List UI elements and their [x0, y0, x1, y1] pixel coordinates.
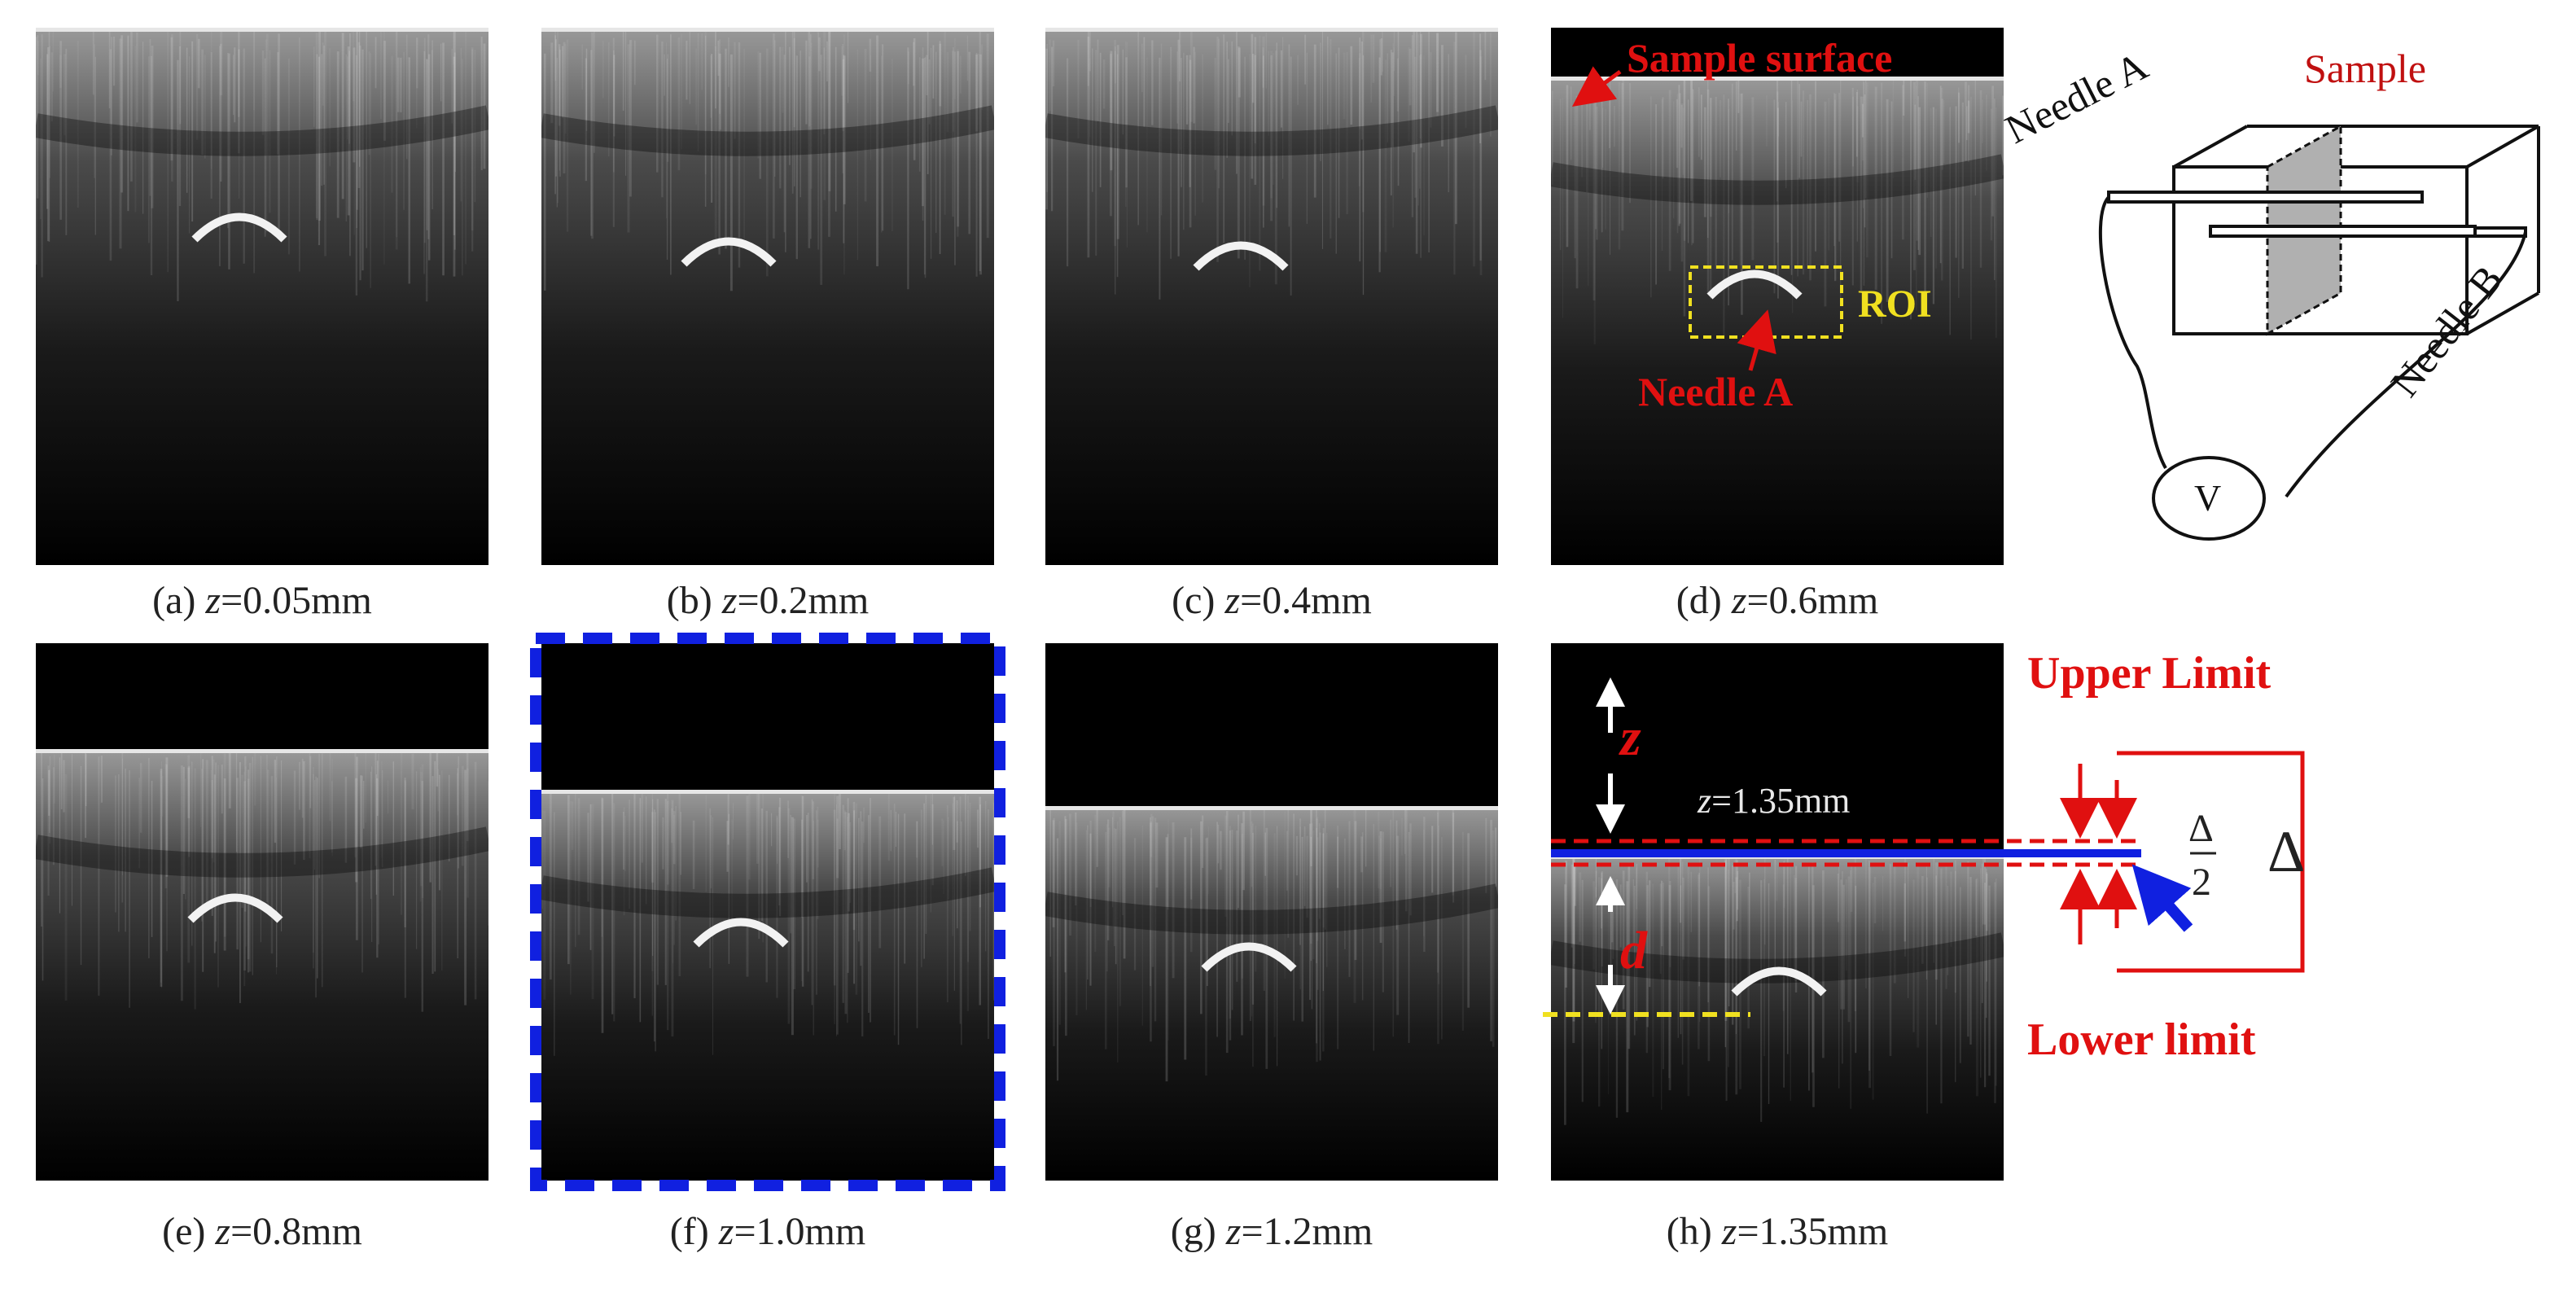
oct-panel-e — [36, 643, 488, 1181]
oct-image-h — [1551, 855, 2004, 1181]
caption-f-var: z — [718, 1210, 734, 1253]
caption-f: (f) z=1.0mm — [541, 1209, 994, 1254]
oct-image-e — [36, 749, 488, 1181]
oct-panel-c — [1045, 28, 1498, 565]
caption-c-var: z — [1224, 579, 1241, 622]
caption-h-value: =1.35mm — [1737, 1210, 1889, 1253]
caption-h-var: z — [1721, 1210, 1737, 1253]
oct-image-c — [1045, 28, 1498, 565]
caption-b-var: z — [721, 579, 738, 622]
d-symbol: d — [1620, 921, 1647, 980]
caption-a-label: (a) — [152, 579, 206, 622]
caption-a: (a) z=0.05mm — [36, 578, 488, 623]
wire-b — [2285, 231, 2527, 498]
roi-label: ROI — [1858, 283, 1932, 326]
caption-b-value: =0.2mm — [737, 579, 870, 622]
caption-g: (g) z=1.2mm — [1045, 1209, 1498, 1254]
schematic-sample-label: Sample — [2304, 46, 2426, 91]
oct-image-f — [541, 790, 994, 1181]
needle-a-arrow — [1737, 309, 1776, 371]
caption-g-label: (g) — [1170, 1210, 1226, 1253]
half-delta-numerator: Δ — [2188, 807, 2214, 850]
caption-h: (h) z=1.35mm — [1551, 1209, 2004, 1254]
oct-panel-f — [541, 643, 994, 1181]
needle-a-rod — [2107, 191, 2424, 204]
oct-panel-h — [1551, 643, 2004, 1181]
caption-d-label: (d) — [1676, 579, 1732, 622]
caption-e-var: z — [215, 1210, 231, 1253]
caption-b: (b) z=0.2mm — [541, 578, 994, 623]
highlight-border-f — [530, 633, 1005, 1191]
caption-g-var: z — [1225, 1210, 1242, 1253]
z-value-var: z — [1698, 781, 1712, 821]
wire-a — [2098, 195, 2167, 469]
oct-image-b — [541, 28, 994, 565]
experiment-schematic — [2098, 124, 2540, 541]
oct-image-d — [1551, 77, 2004, 565]
caption-h-label: (h) — [1666, 1210, 1722, 1253]
caption-d: (d) z=0.6mm — [1551, 578, 2004, 623]
delta-symbol: Δ — [2267, 819, 2306, 884]
caption-e-value: =0.8mm — [230, 1210, 362, 1253]
oct-image-a — [36, 28, 488, 565]
caption-e: (e) z=0.8mm — [36, 1209, 488, 1254]
sample-surface-label: Sample surface — [1627, 35, 1893, 81]
z-value-number: =1.35mm — [1711, 781, 1851, 821]
caption-d-var: z — [1731, 579, 1747, 622]
caption-c: (c) z=0.4mm — [1045, 578, 1498, 623]
delta-bracket — [2117, 751, 2305, 973]
caption-f-value: =1.0mm — [734, 1210, 866, 1253]
caption-f-label: (f) — [669, 1210, 719, 1253]
lower-limit-label: Lower limit — [2027, 1014, 2256, 1065]
oct-panel-b — [541, 28, 994, 565]
caption-e-label: (e) — [162, 1210, 216, 1253]
oct-panel-g — [1045, 643, 1498, 1181]
caption-b-label: (b) — [666, 579, 722, 622]
caption-a-value: =0.05mm — [221, 579, 372, 622]
voltmeter-label: V — [2194, 477, 2222, 519]
needle-a-label: Needle A — [1638, 369, 1794, 414]
upper-limit-label: Upper Limit — [2027, 648, 2272, 699]
z-symbol: z — [1620, 708, 1641, 767]
caption-g-value: =1.2mm — [1241, 1210, 1373, 1253]
oct-panel-d — [1551, 28, 2004, 565]
roi-box — [1689, 265, 1843, 339]
oct-image-g — [1045, 806, 1498, 1181]
blue-pointer-arrow — [2131, 864, 2193, 932]
sample-surface-arrow — [1571, 66, 1622, 107]
needle-b-rod — [2209, 225, 2477, 238]
caption-c-label: (c) — [1172, 579, 1225, 622]
z-value-label: z=1.35mm — [1698, 780, 1850, 822]
voltmeter-icon — [2152, 456, 2266, 541]
caption-c-value: =0.4mm — [1240, 579, 1372, 622]
oct-panel-a — [36, 28, 488, 565]
half-delta-denominator: 2 — [2192, 861, 2211, 904]
caption-a-var: z — [205, 579, 221, 622]
caption-d-value: =0.6mm — [1746, 579, 1879, 622]
